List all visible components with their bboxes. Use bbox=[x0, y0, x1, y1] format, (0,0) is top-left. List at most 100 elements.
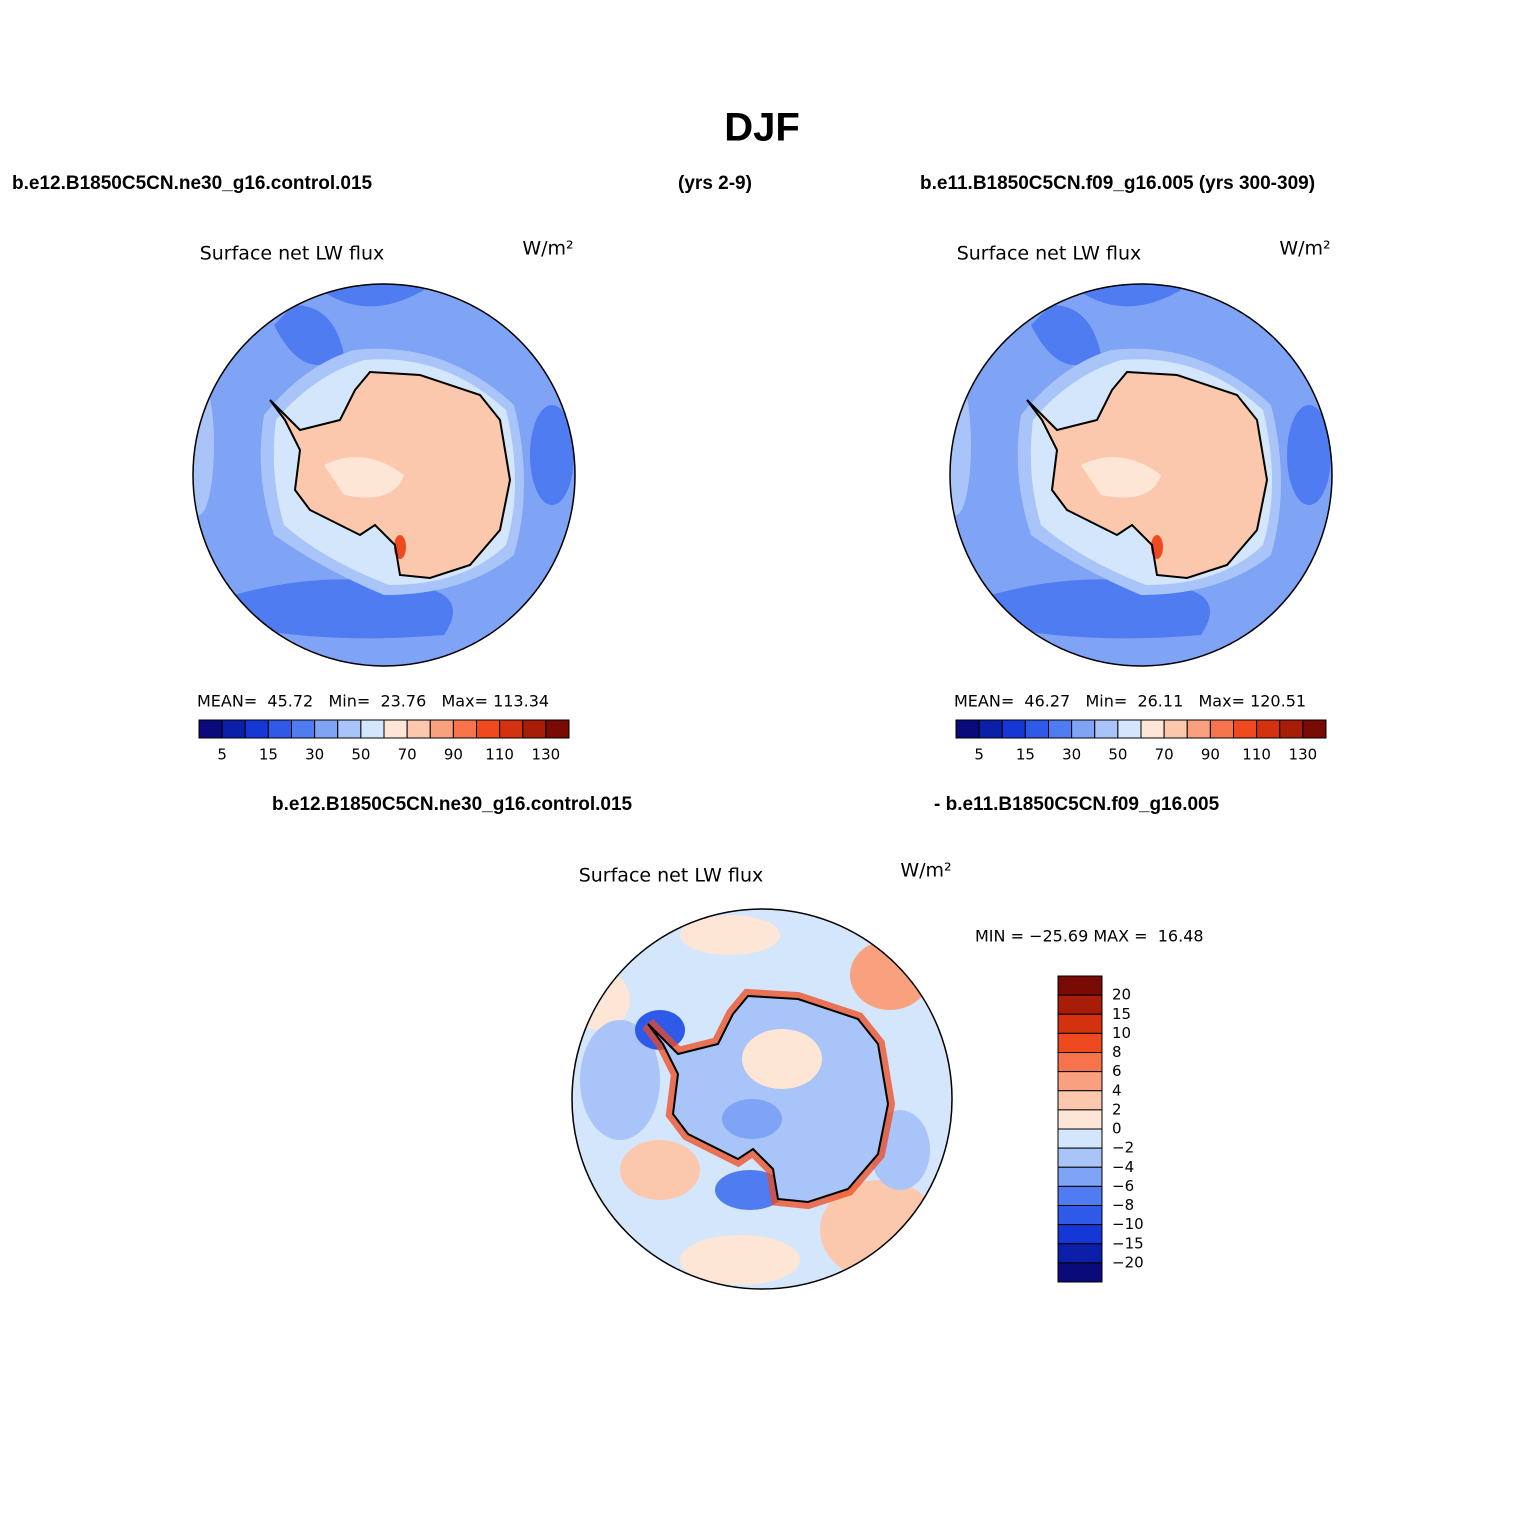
colorbar-label: 50 bbox=[1108, 746, 1127, 764]
colorbar-label: 90 bbox=[1201, 746, 1220, 764]
colorbar-label: −4 bbox=[1112, 1158, 1134, 1176]
colorbar-box bbox=[955, 719, 980, 739]
colorbar-box bbox=[1057, 1205, 1103, 1226]
colorbar-box bbox=[1048, 719, 1073, 739]
colorbar-box bbox=[1057, 1243, 1103, 1264]
map bbox=[941, 275, 1341, 675]
units: W/m² bbox=[1279, 238, 1330, 260]
colorbar-box bbox=[198, 719, 223, 739]
colorbar-box bbox=[1256, 719, 1281, 739]
colorbar-label: 15 bbox=[1112, 1005, 1131, 1023]
colorbar-box bbox=[1209, 719, 1234, 739]
colorbar-label: 70 bbox=[1155, 746, 1174, 764]
colorbar-label: 4 bbox=[1112, 1081, 1122, 1099]
map bbox=[572, 909, 952, 1289]
colorbar-box bbox=[1057, 1166, 1103, 1187]
stats: MEAN= 46.27 Min= 26.11 Max= 120.51 bbox=[954, 692, 1306, 711]
colorbar-box bbox=[1233, 719, 1258, 739]
colorbar-label: 10 bbox=[1112, 1024, 1131, 1042]
stats: MIN = −25.69 MAX = 16.48 bbox=[975, 927, 1204, 946]
colorbar-box bbox=[1117, 719, 1142, 739]
colorbar-label: 30 bbox=[1062, 746, 1081, 764]
units: W/m² bbox=[522, 238, 573, 260]
colorbar: 5 15 30 50 70 90 110 130 bbox=[955, 719, 1327, 764]
colorbar-box bbox=[978, 719, 1003, 739]
colorbar-label: 110 bbox=[1242, 746, 1271, 764]
colorbar-box bbox=[1057, 975, 1103, 996]
colorbar-box bbox=[1140, 719, 1165, 739]
variable-name: Surface net LW flux bbox=[579, 865, 764, 887]
colorbar-box bbox=[1057, 1185, 1103, 1206]
colorbar-label: −15 bbox=[1112, 1234, 1144, 1252]
colorbar-box bbox=[545, 719, 570, 739]
colorbar-box bbox=[314, 719, 339, 739]
variable-name: Surface net LW flux bbox=[200, 243, 385, 265]
colorbar-label: 5 bbox=[974, 746, 984, 764]
colorbar-box bbox=[221, 719, 246, 739]
case-years: (yrs 2-9) bbox=[678, 173, 752, 194]
colorbar-box bbox=[1071, 719, 1096, 739]
colorbar-label: −2 bbox=[1112, 1139, 1134, 1157]
colorbar-box bbox=[360, 719, 385, 739]
colorbar-box bbox=[1186, 719, 1211, 739]
colorbar-box bbox=[1001, 719, 1026, 739]
colorbar-box bbox=[1057, 1128, 1103, 1149]
colorbar-label: 15 bbox=[1016, 746, 1035, 764]
figure-title: DJF bbox=[724, 106, 800, 150]
map-border bbox=[571, 908, 953, 1290]
colorbar-box bbox=[1094, 719, 1119, 739]
colorbar: 5 15 30 50 70 90 110 130 bbox=[198, 719, 570, 764]
case-name-minus: - b.e11.B1850C5CN.f09_g16.005 bbox=[934, 794, 1220, 815]
colorbar-label: 130 bbox=[1289, 746, 1318, 764]
colorbar-box bbox=[383, 719, 408, 739]
colorbar-label: −8 bbox=[1112, 1196, 1134, 1214]
colorbar-box bbox=[1057, 1052, 1103, 1073]
colorbar-box bbox=[1057, 1013, 1103, 1034]
case-name: b.e12.B1850C5CN.ne30_g16.control.015 bbox=[272, 794, 633, 815]
colorbar-label: −6 bbox=[1112, 1177, 1134, 1195]
colorbar-box bbox=[1057, 1090, 1103, 1111]
colorbar-label: 8 bbox=[1112, 1043, 1122, 1061]
colorbar-box bbox=[499, 719, 524, 739]
colorbar-label: 20 bbox=[1112, 986, 1131, 1004]
stats: MEAN= 45.72 Min= 23.76 Max= 113.34 bbox=[197, 692, 549, 711]
map-border bbox=[949, 283, 1333, 667]
colorbar-box bbox=[476, 719, 501, 739]
colorbar-box bbox=[1057, 994, 1103, 1015]
case-name: b.e11.B1850C5CN.f09_g16.005 (yrs 300-309… bbox=[920, 173, 1315, 194]
colorbar-box bbox=[1057, 1262, 1103, 1283]
colorbar-label: 90 bbox=[444, 746, 463, 764]
colorbar-box bbox=[1057, 1224, 1103, 1245]
colorbar-label: 50 bbox=[351, 746, 370, 764]
colorbar-box bbox=[337, 719, 362, 739]
colorbar-label: 5 bbox=[217, 746, 227, 764]
colorbar-label: 0 bbox=[1112, 1120, 1122, 1138]
colorbar-box bbox=[1024, 719, 1049, 739]
map-border bbox=[192, 283, 576, 667]
colorbar-box bbox=[1057, 1147, 1103, 1168]
colorbar-box bbox=[1057, 1032, 1103, 1053]
colorbar-box bbox=[1302, 719, 1327, 739]
colorbar-label: 15 bbox=[259, 746, 278, 764]
colorbar-label: −10 bbox=[1112, 1215, 1144, 1233]
colorbar-label: 30 bbox=[305, 746, 324, 764]
colorbar-label: −20 bbox=[1112, 1253, 1144, 1271]
colorbar-box bbox=[267, 719, 292, 739]
variable-name: Surface net LW flux bbox=[957, 243, 1142, 265]
colorbar-box bbox=[406, 719, 431, 739]
colorbar-box bbox=[1057, 1071, 1103, 1092]
colorbar-box bbox=[1163, 719, 1188, 739]
colorbar-label: 130 bbox=[532, 746, 561, 764]
colorbar-box bbox=[522, 719, 547, 739]
colorbar-label: 6 bbox=[1112, 1062, 1122, 1080]
colorbar-box bbox=[452, 719, 477, 739]
colorbar-box bbox=[291, 719, 316, 739]
map bbox=[184, 275, 584, 675]
colorbar-label: 70 bbox=[398, 746, 417, 764]
colorbar-box bbox=[244, 719, 269, 739]
colorbar-label: 110 bbox=[485, 746, 514, 764]
case-name: b.e12.B1850C5CN.ne30_g16.control.015 bbox=[12, 173, 373, 194]
colorbar-box bbox=[429, 719, 454, 739]
